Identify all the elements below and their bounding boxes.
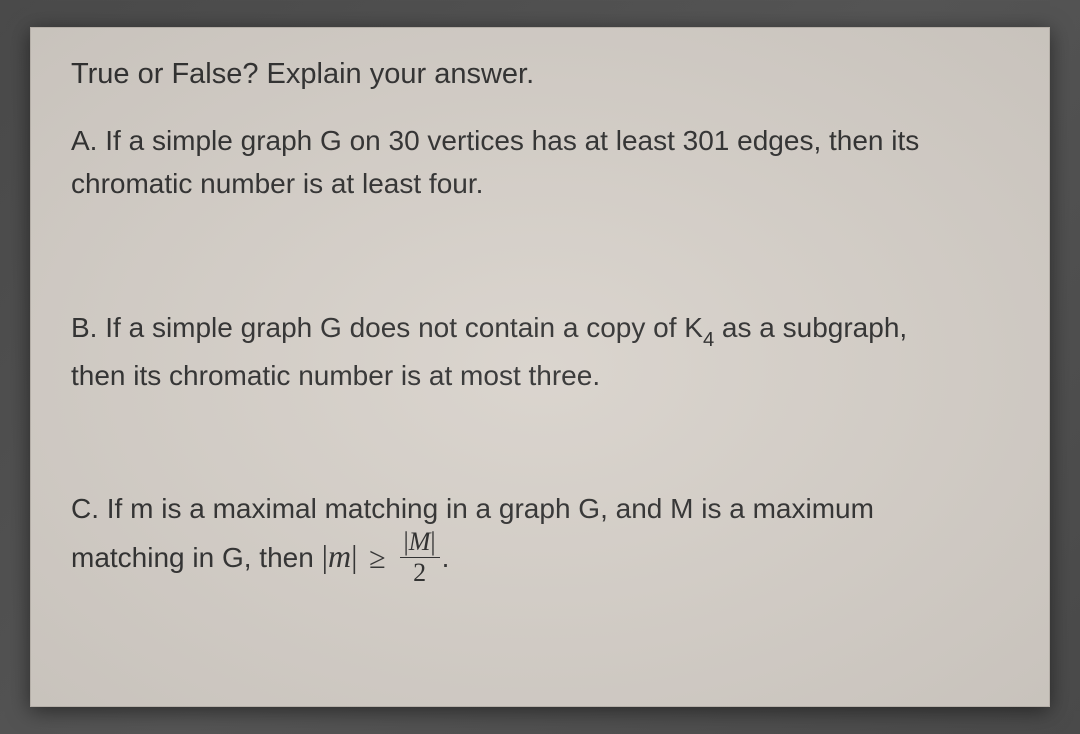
qb-line1-pre: If a simple graph G does not contain a c… <box>105 312 703 343</box>
label-b: B. <box>71 312 97 343</box>
instruction-heading: True or False? Explain your answer. <box>71 58 1009 91</box>
fraction-numerator: |M| <box>400 528 440 557</box>
var-m-upper: M <box>409 527 431 556</box>
label-c: C. <box>71 493 99 524</box>
abs-close-2: | <box>430 527 435 556</box>
qc-period: . <box>442 542 450 573</box>
var-m-lower: m <box>328 538 351 574</box>
qb-line1-post: as a subgraph, <box>714 312 907 343</box>
k4-subscript: 4 <box>703 329 714 351</box>
label-a: A. <box>71 125 97 156</box>
geq-symbol: ≥ <box>369 542 385 575</box>
question-b: B. If a simple graph G does not contain … <box>71 306 1009 397</box>
question-sheet: True or False? Explain your answer. A. I… <box>30 27 1050 707</box>
qc-line1: If m is a maximal matching in a graph G,… <box>107 493 874 524</box>
qa-line2: chromatic number is at least four. <box>71 168 483 199</box>
question-a: A. If a simple graph G on 30 vertices ha… <box>71 119 1009 206</box>
fraction-denominator: 2 <box>400 558 440 586</box>
qc-line2: matching in G, then |m| ≥ |M| 2 . <box>71 542 449 573</box>
qa-line1: If a simple graph G on 30 vertices has a… <box>105 125 919 156</box>
fraction: |M| 2 <box>400 528 440 586</box>
qb-line2: then its chromatic number is at most thr… <box>71 360 600 391</box>
abs-close-1: | <box>351 538 357 574</box>
qc-line2-pre: matching in G, then <box>71 542 322 573</box>
question-c: C. If m is a maximal matching in a graph… <box>71 487 1009 588</box>
